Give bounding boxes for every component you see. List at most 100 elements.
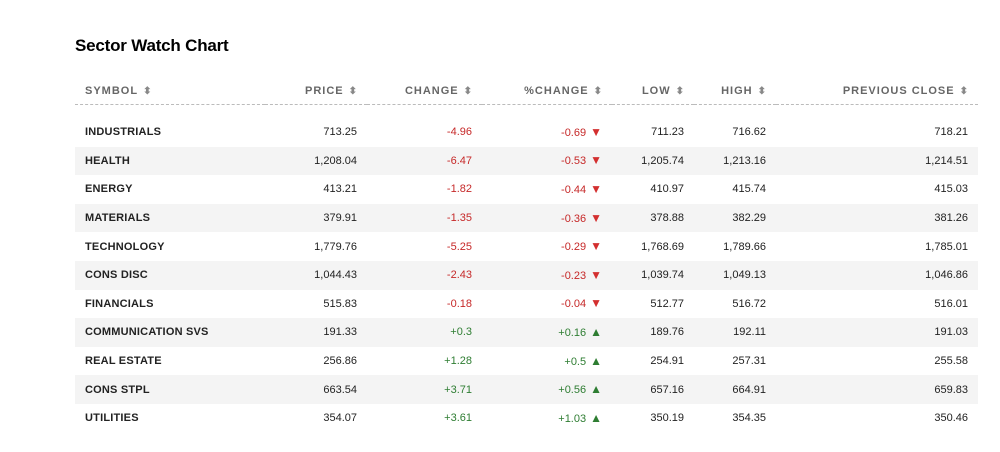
sector-table: SYMBOL ⬍ PRICE ⬍ CHANGE ⬍ %CHANGE ⬍ LOW ⬍ HIG… (75, 78, 978, 433)
cell-pct-change: +0.16 ▲ (482, 318, 612, 347)
down-arrow-icon: ▼ (590, 181, 602, 196)
cell-symbol-value: MATERIALS (85, 212, 151, 225)
down-arrow-icon: ▼ (590, 267, 602, 282)
cell-change: -4.96 (367, 118, 482, 147)
cell-symbol-value: HEALTH (85, 154, 130, 167)
cell-pct-change-value: -0.04 (561, 298, 587, 311)
cell-pct-change-value: +0.56 (558, 384, 587, 397)
cell-symbol[interactable]: REAL ESTATE (75, 346, 265, 376)
cell-price: 1,044.43 (265, 260, 367, 290)
table-header-row: SYMBOL ⬍ PRICE ⬍ CHANGE ⬍ %CHANGE ⬍ LOW ⬍ HIG… (75, 78, 978, 105)
cell-low: 350.19 (612, 403, 694, 433)
cell-symbol[interactable]: FINANCIALS (75, 289, 265, 319)
cell-symbol[interactable]: ENERGY (75, 175, 265, 204)
cell-low-value: 189.76 (650, 326, 684, 339)
down-arrow-icon: ▼ (590, 296, 602, 311)
cell-symbol[interactable]: INDUSTRIALS (75, 118, 265, 147)
cell-symbol[interactable]: HEALTH (75, 146, 265, 176)
cell-symbol-value: INDUSTRIALS (85, 126, 162, 139)
cell-high: 1,213.16 (694, 146, 776, 176)
column-header-low[interactable]: LOW ⬍ (612, 78, 694, 105)
cell-change-value: -0.18 (446, 297, 472, 310)
table-row[interactable]: MATERIALS 379.91 -1.35 -0.36 ▼ 378.88 382.29 38… (75, 203, 978, 233)
column-header-high[interactable]: HIGH ⬍ (694, 78, 776, 105)
table-row[interactable]: CONS DISC 1,044.43 -2.43 -0.23 ▼ 1,039.74 1,04… (75, 260, 978, 290)
column-header-pct-change[interactable]: %CHANGE ⬍ (482, 78, 612, 105)
cell-pct-change-value: -0.29 (561, 241, 587, 254)
cell-low-value: 378.88 (650, 212, 684, 225)
cell-symbol-value: COMMUNICATION SVS (85, 326, 209, 339)
cell-price: 379.91 (265, 203, 367, 233)
cell-low-value: 1,768.69 (641, 240, 684, 253)
column-header-label: LOW (641, 85, 671, 97)
column-header-price[interactable]: PRICE ⬍ (265, 78, 367, 105)
cell-price-value: 663.54 (323, 383, 357, 396)
cell-price: 663.54 (265, 375, 367, 404)
cell-symbol[interactable]: CONS DISC (75, 260, 265, 290)
column-header-symbol[interactable]: SYMBOL ⬍ (75, 78, 265, 105)
cell-low: 1,768.69 (612, 232, 694, 261)
cell-change-value: -4.96 (446, 126, 472, 139)
cell-low: 254.91 (612, 346, 694, 376)
table-row[interactable]: REAL ESTATE 256.86 +1.28 +0.5 ▲ 254.91 257.31 2… (75, 346, 978, 376)
cell-change: +1.28 (367, 346, 482, 376)
column-header-label: SYMBOL (85, 85, 139, 97)
table-row[interactable]: CONS STPL 663.54 +3.71 +0.56 ▲ 657.16 664.91 65… (75, 375, 978, 404)
cell-symbol-value: CONS STPL (85, 383, 150, 396)
cell-previous-close-value: 516.01 (934, 297, 968, 310)
cell-pct-change-value: -0.53 (561, 155, 587, 168)
cell-change: -6.47 (367, 146, 482, 176)
sort-icon: ⬍ (675, 86, 684, 97)
cell-symbol-value: REAL ESTATE (85, 355, 162, 368)
sort-icon: ⬍ (143, 86, 152, 97)
cell-previous-close: 191.03 (776, 318, 978, 347)
cell-change: -1.82 (367, 175, 482, 204)
cell-price: 354.07 (265, 403, 367, 433)
cell-symbol[interactable]: TECHNOLOGY (75, 232, 265, 261)
table-row[interactable]: TECHNOLOGY 1,779.76 -5.25 -0.29 ▼ 1,768.69 1,7… (75, 232, 978, 261)
table-row[interactable]: FINANCIALS 515.83 -0.18 -0.04 ▼ 512.77 516.72 5… (75, 289, 978, 319)
cell-pct-change-value: -0.36 (561, 212, 587, 225)
up-arrow-icon: ▲ (590, 324, 602, 339)
cell-low-value: 1,039.74 (641, 269, 684, 282)
cell-symbol[interactable]: CONS STPL (75, 375, 265, 404)
table-row[interactable]: UTILITIES 354.07 +3.61 +1.03 ▲ 350.19 354.35 35… (75, 403, 978, 433)
column-header-previous-close[interactable]: PREVIOUS CLOSE ⬍ (776, 78, 978, 105)
up-arrow-icon: ▲ (590, 410, 602, 425)
cell-change: +3.71 (367, 375, 482, 404)
table-row[interactable]: COMMUNICATION SVS 191.33 +0.3 +0.16 ▲ 189.76 1… (75, 318, 978, 347)
cell-pct-change-value: +1.03 (558, 412, 587, 425)
cell-price-value: 515.83 (323, 297, 357, 310)
cell-change-value: +1.28 (444, 355, 472, 368)
cell-high-value: 1,789.66 (723, 240, 766, 253)
cell-pct-change: +1.03 ▲ (482, 403, 612, 433)
cell-high: 1,789.66 (694, 232, 776, 261)
table-row[interactable]: ENERGY 413.21 -1.82 -0.44 ▼ 410.97 415.74 415.0… (75, 175, 978, 204)
table-row[interactable]: INDUSTRIALS 713.25 -4.96 -0.69 ▼ 711.23 716.62… (75, 118, 978, 147)
cell-previous-close-value: 255.58 (934, 355, 968, 368)
cell-previous-close-value: 718.21 (934, 126, 968, 139)
cell-change-value: -5.25 (446, 240, 472, 253)
cell-high-value: 415.74 (732, 183, 766, 196)
cell-symbol[interactable]: UTILITIES (75, 403, 265, 433)
column-header-change[interactable]: CHANGE ⬍ (367, 78, 482, 105)
cell-high-value: 382.29 (732, 212, 766, 225)
sort-icon: ⬍ (463, 86, 472, 97)
table-row[interactable]: HEALTH 1,208.04 -6.47 -0.53 ▼ 1,205.74 1,213.1… (75, 146, 978, 176)
cell-symbol[interactable]: MATERIALS (75, 203, 265, 233)
cell-previous-close: 255.58 (776, 346, 978, 376)
up-arrow-icon: ▲ (590, 382, 602, 397)
column-header-label: CHANGE (404, 85, 459, 97)
cell-change-value: -1.35 (446, 212, 472, 225)
cell-previous-close: 1,214.51 (776, 146, 978, 176)
cell-previous-close-value: 1,046.86 (925, 269, 968, 282)
cell-symbol[interactable]: COMMUNICATION SVS (75, 318, 265, 347)
column-header-label: HIGH (721, 85, 753, 97)
cell-high-value: 192.11 (733, 326, 766, 339)
cell-pct-change: -0.23 ▼ (482, 260, 612, 290)
cell-previous-close: 1,785.01 (776, 232, 978, 261)
cell-pct-change-value: -0.23 (561, 269, 587, 282)
cell-symbol-value: TECHNOLOGY (85, 240, 165, 253)
cell-high: 257.31 (694, 346, 776, 376)
cell-high: 516.72 (694, 289, 776, 319)
